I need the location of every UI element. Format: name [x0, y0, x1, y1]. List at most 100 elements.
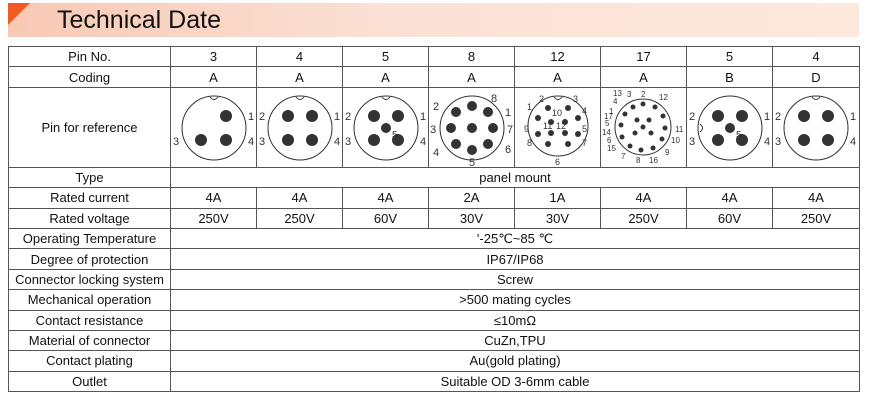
- pin-label: 13: [613, 89, 622, 98]
- cell-current: 4A: [170, 187, 257, 209]
- row-rated-voltage: Rated voltage 250V 250V 60V 30V 30V 250V…: [8, 207, 860, 229]
- row-contact-resistance: Contact resistance ≤10mΩ: [8, 309, 860, 331]
- cell-voltage: 250V: [600, 207, 687, 229]
- row-locking-system: Connector locking system Screw: [8, 268, 860, 291]
- cell-locking-system: Screw: [170, 268, 860, 291]
- pin-label: 2: [345, 111, 351, 123]
- cell-coding: A: [514, 66, 601, 88]
- title-banner: [8, 3, 859, 37]
- pin-label: 3: [173, 136, 179, 148]
- pin-label: 3: [689, 136, 695, 148]
- pin-label: 11: [675, 125, 684, 134]
- cell-voltage: 250V: [256, 207, 343, 229]
- pin-diagram-cell: 1 2 3 4 5 6 7 8: [428, 86, 515, 168]
- cell-pin: 5: [342, 45, 429, 68]
- cell-pin: 17: [600, 45, 687, 68]
- label-outlet: Outlet: [8, 370, 171, 393]
- pin-label: 10: [552, 108, 562, 118]
- pin-label: 1: [248, 111, 254, 123]
- pin-label: 3: [627, 90, 632, 99]
- cell-coding: A: [342, 66, 429, 88]
- spec-table: Pin No. 3 4 5 8 12 17 5 4 Coding A A A A…: [8, 45, 860, 393]
- pin-label: 10: [671, 136, 680, 145]
- cell-voltage: 30V: [428, 207, 515, 229]
- pin-label: 6: [555, 157, 560, 166]
- pin-label: 12: [659, 93, 668, 102]
- cell-material: CuZn,TPU: [170, 329, 860, 352]
- pin-label: 2: [433, 101, 439, 113]
- pin-label: 6: [607, 136, 612, 145]
- pin-label: 3: [259, 136, 265, 148]
- pin-label: 4: [764, 136, 770, 148]
- pin-label: 1: [334, 111, 340, 123]
- cell-contact-resistance: ≤10mΩ: [170, 309, 860, 331]
- pin-label: 4: [248, 136, 254, 148]
- row-material: Material of connector CuZn,TPU: [8, 329, 860, 352]
- cell-operating-temperature: '-25℃~85 ℃: [170, 227, 860, 250]
- row-outlet: Outlet Suitable OD 3-6mm cable: [8, 370, 860, 393]
- cell-pin: 3: [170, 45, 257, 68]
- pin-label: 5: [605, 119, 610, 128]
- pin-label: 1: [764, 111, 770, 123]
- cell-coding: A: [428, 66, 515, 88]
- cell-coding: D: [772, 66, 860, 88]
- connector-5pin-a-icon: 1 2 3 4 5: [345, 95, 426, 161]
- label-pin-reference: Pin for reference: [8, 86, 171, 168]
- row-rated-current: Rated current 4A 4A 4A 2A 1A 4A 4A 4A: [8, 187, 860, 209]
- pin-label: 5: [392, 130, 398, 141]
- pin-diagram-cell: 1 2 3 4: [772, 86, 860, 168]
- connector-8pin-a-icon: 1 2 3 4 5 6 7 8: [430, 93, 513, 166]
- pin-label: 5: [736, 130, 742, 141]
- page-title: Technical Date: [57, 6, 221, 34]
- pin-label: 8: [636, 156, 641, 165]
- label-type: Type: [8, 166, 171, 189]
- pin-label: 2: [259, 111, 265, 123]
- row-pin-reference: Pin for reference 1 3 4 1: [8, 86, 860, 168]
- pin-diagram-cell: 1 2 3 4: [256, 86, 343, 168]
- cell-coding: A: [256, 66, 343, 88]
- cell-pin: 4: [772, 45, 860, 68]
- cell-pin: 4: [256, 45, 343, 68]
- row-mechanical-operation: Mechanical operation >500 mating cycles: [8, 289, 860, 311]
- connector-5pin-b-icon: 1 2 3 4 5: [689, 95, 770, 161]
- pin-label: 3: [345, 136, 351, 148]
- pin-label: 4: [334, 136, 340, 148]
- connector-3pin-a-icon: 1 3 4: [173, 95, 254, 161]
- pin-label: 1: [527, 102, 532, 112]
- row-degree-of-protection: Degree of protection IP67/IP68: [8, 248, 860, 270]
- label-mechanical-operation: Mechanical operation: [8, 289, 171, 311]
- row-pin-no: Pin No. 3 4 5 8 12 17 5 4: [8, 45, 860, 68]
- label-rated-current: Rated current: [8, 187, 171, 209]
- connector-4pin-a-icon: 1 2 3 4: [259, 95, 340, 161]
- pin-label: 5: [469, 157, 475, 166]
- cell-pin: 12: [514, 45, 601, 68]
- label-degree-of-protection: Degree of protection: [8, 248, 171, 270]
- cell-pin: 8: [428, 45, 515, 68]
- accent-corner: [8, 3, 30, 25]
- row-operating-temperature: Operating Temperature '-25℃~85 ℃: [8, 227, 860, 250]
- connector-17pin-a-icon: 1 2 3 4 5 6 7 8 9 10 11 12 13 14 15 16 1: [602, 89, 684, 165]
- pin-label: 2: [689, 111, 695, 123]
- pin-label: 17: [604, 112, 613, 121]
- pin-diagram-cell: 1 2 3 4 5 6 7 8 9 10 11 12: [514, 86, 601, 168]
- cell-coding: A: [600, 66, 687, 88]
- pin-label: 5: [582, 124, 587, 134]
- pin-label: 2: [641, 90, 646, 99]
- cell-contact-plating: Au(gold plating): [170, 350, 860, 372]
- label-operating-temperature: Operating Temperature: [8, 227, 171, 250]
- cell-current: 4A: [772, 187, 860, 209]
- cell-mechanical-operation: >500 mating cycles: [170, 289, 860, 311]
- pin-label: 14: [602, 128, 611, 137]
- cell-current: 4A: [600, 187, 687, 209]
- pin-label: 4: [420, 136, 426, 148]
- cell-type: panel mount: [170, 166, 860, 189]
- label-contact-resistance: Contact resistance: [8, 309, 171, 331]
- label-material: Material of connector: [8, 329, 171, 352]
- connector-4pin-d-icon: 1 2 3 4: [775, 95, 856, 161]
- cell-voltage: 60V: [342, 207, 429, 229]
- label-pin-no: Pin No.: [8, 45, 171, 68]
- row-coding: Coding A A A A A A B D: [8, 66, 860, 88]
- pin-label: 15: [607, 144, 616, 153]
- cell-current: 4A: [686, 187, 773, 209]
- pin-label: 2: [539, 94, 544, 104]
